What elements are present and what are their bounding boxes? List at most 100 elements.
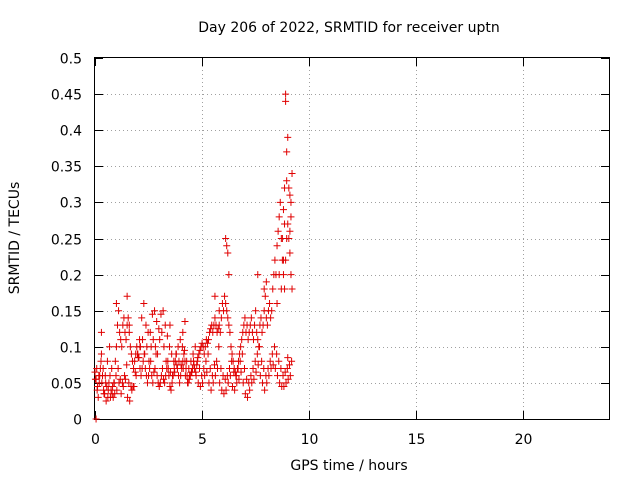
data-point xyxy=(91,368,99,376)
data-point xyxy=(97,357,105,365)
data-point xyxy=(188,368,196,376)
data-point xyxy=(246,386,254,394)
data-point xyxy=(94,393,102,401)
data-point xyxy=(142,321,150,329)
data-point xyxy=(237,368,245,376)
data-point xyxy=(138,314,146,322)
data-point xyxy=(148,310,156,318)
data-point xyxy=(203,339,211,347)
data-point xyxy=(162,357,170,365)
x-tick-label: 0 xyxy=(91,432,100,448)
data-point xyxy=(211,292,219,300)
data-point xyxy=(191,343,199,351)
data-point xyxy=(204,350,212,358)
data-point xyxy=(166,383,174,391)
data-point xyxy=(141,350,149,358)
data-point xyxy=(288,285,296,293)
data-point xyxy=(227,343,235,351)
data-point xyxy=(125,321,133,329)
data-point xyxy=(266,357,274,365)
data-point xyxy=(247,372,255,380)
data-point xyxy=(111,357,119,365)
data-point xyxy=(130,364,138,372)
data-point xyxy=(286,227,294,235)
data-point xyxy=(149,336,157,344)
data-point xyxy=(129,383,137,391)
data-point xyxy=(122,336,130,344)
data-point xyxy=(209,379,217,387)
data-point xyxy=(151,364,159,372)
y-tick-label: 0.45 xyxy=(51,88,82,104)
grid xyxy=(95,58,609,419)
data-point xyxy=(275,213,283,221)
data-point xyxy=(258,357,266,365)
data-point xyxy=(236,357,244,365)
data-point xyxy=(216,328,224,336)
data-points xyxy=(91,90,296,423)
y-tick-label: 0.5 xyxy=(60,52,82,68)
data-point xyxy=(205,336,213,344)
data-point xyxy=(279,206,287,214)
data-point xyxy=(231,386,239,394)
data-point xyxy=(250,375,258,383)
data-point xyxy=(203,368,211,376)
data-point xyxy=(245,379,253,387)
data-point xyxy=(223,372,231,380)
data-point xyxy=(119,383,127,391)
data-point xyxy=(207,386,215,394)
data-point xyxy=(254,361,262,369)
data-point xyxy=(222,235,230,242)
data-point xyxy=(262,372,270,380)
data-point xyxy=(136,343,144,351)
data-point xyxy=(199,379,207,387)
data-point xyxy=(150,368,158,376)
data-point xyxy=(217,364,225,372)
x-tick-label: 10 xyxy=(301,432,319,448)
data-point xyxy=(287,198,295,206)
data-point xyxy=(125,379,133,387)
data-point xyxy=(155,383,163,391)
data-point xyxy=(196,346,204,354)
data-point xyxy=(285,361,293,369)
data-point xyxy=(288,357,296,365)
data-point xyxy=(201,343,209,351)
data-point xyxy=(275,357,283,365)
data-point xyxy=(222,386,230,394)
data-point xyxy=(221,292,229,300)
data-point xyxy=(267,314,275,322)
data-point xyxy=(102,397,110,405)
data-point xyxy=(189,350,197,358)
data-point xyxy=(281,220,289,228)
data-point xyxy=(228,383,236,391)
data-point xyxy=(132,372,140,380)
data-point xyxy=(170,357,178,365)
data-point xyxy=(275,271,283,279)
data-point xyxy=(225,364,233,372)
y-tick-label: 0.15 xyxy=(51,305,82,321)
data-point xyxy=(126,343,134,351)
data-point xyxy=(99,364,107,372)
data-point xyxy=(207,325,215,333)
data-point xyxy=(146,328,154,336)
data-point xyxy=(193,357,201,365)
data-point xyxy=(157,310,165,318)
data-point xyxy=(234,364,242,372)
plot-frame xyxy=(94,57,610,420)
data-point xyxy=(223,307,231,315)
y-tick-label: 0.35 xyxy=(51,160,82,176)
data-point xyxy=(177,361,185,369)
data-point xyxy=(124,393,132,401)
data-point xyxy=(123,361,131,369)
data-point xyxy=(155,325,163,333)
data-point xyxy=(279,372,287,380)
data-point xyxy=(271,256,279,264)
data-point xyxy=(95,372,103,380)
data-point xyxy=(118,343,126,351)
data-point xyxy=(104,386,112,394)
data-point xyxy=(230,368,238,376)
data-point xyxy=(145,357,153,365)
data-point xyxy=(215,307,223,315)
data-point xyxy=(255,343,263,351)
data-point xyxy=(186,372,194,380)
data-point xyxy=(214,325,222,333)
